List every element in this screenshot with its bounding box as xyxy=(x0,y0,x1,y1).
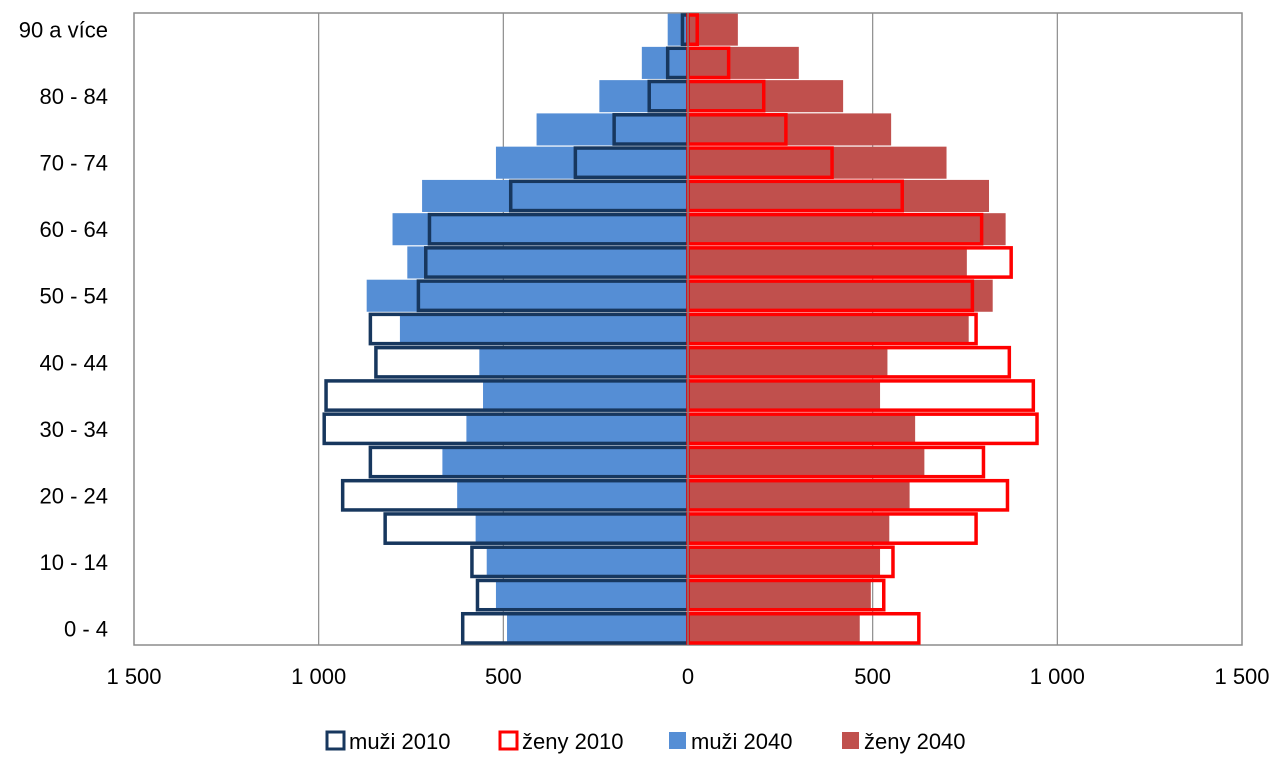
bar-muzi-2040-16 xyxy=(599,80,688,113)
bar-muzi-2040-14 xyxy=(495,146,688,179)
y-tick-label: 30 - 34 xyxy=(40,417,109,442)
y-tick-label: 80 - 84 xyxy=(40,84,109,109)
bar-zeny-2040-0 xyxy=(688,612,860,645)
legend-label: ženy 2010 xyxy=(522,729,624,754)
bar-muzi-2040-9 xyxy=(399,312,688,346)
bar-muzi-2040-2 xyxy=(486,545,688,578)
legend-item: muži 2010 xyxy=(325,729,451,754)
bar-zeny-2040-4 xyxy=(688,479,910,512)
y-tick-label: 50 - 54 xyxy=(40,284,109,309)
bar-muzi-2040-5 xyxy=(442,446,688,479)
legend-item: ženy 2010 xyxy=(498,729,624,754)
legend-swatch xyxy=(669,732,686,749)
bar-zeny-2040-2 xyxy=(688,545,881,578)
x-tick-label: 1 500 xyxy=(106,664,161,689)
y-tick-label: 40 - 44 xyxy=(40,350,109,375)
legend-label: ženy 2040 xyxy=(864,729,966,754)
bar-zeny-2040-1 xyxy=(688,579,871,612)
x-tick-label: 500 xyxy=(485,664,522,689)
y-tick-label: 60 - 64 xyxy=(40,217,109,242)
bar-muzi-2040-10 xyxy=(366,279,688,312)
x-tick-label: 0 xyxy=(682,664,694,689)
bar-muzi-2040-18 xyxy=(667,13,688,46)
bar-zeny-2040-11 xyxy=(688,246,967,279)
x-tick-label: 1 000 xyxy=(291,664,346,689)
bar-muzi-2040-13 xyxy=(422,179,688,212)
bar-muzi-2040-7 xyxy=(483,379,688,412)
bar-muzi-2040-0 xyxy=(507,612,688,645)
legend-item: muži 2040 xyxy=(669,729,793,754)
bar-muzi-2040-8 xyxy=(479,346,688,379)
legend: muži 2010 ženy 2010 muži 2040 ženy 2040 xyxy=(325,729,966,754)
bar-zeny-2040-9 xyxy=(688,312,969,346)
y-tick-label: 20 - 24 xyxy=(40,483,109,508)
bar-zeny-2040-6 xyxy=(688,412,916,445)
bar-muzi-2040-15 xyxy=(536,113,688,146)
legend-label: muži 2010 xyxy=(349,729,451,754)
bar-zeny-2040-10 xyxy=(688,279,993,312)
legend-swatch xyxy=(325,730,346,751)
bar-muzi-2040-4 xyxy=(457,479,688,512)
legend-swatch xyxy=(842,732,859,749)
bar-zeny-2040-16 xyxy=(688,80,844,113)
y-tick-label: 0 - 4 xyxy=(64,616,108,641)
bar-muzi-2040-11 xyxy=(407,246,688,279)
x-axis-labels: 1 500 1 000 500 0 500 1 000 1 500 xyxy=(106,664,1269,689)
bar-zeny-2040-14 xyxy=(688,146,947,179)
bar-muzi-2040-3 xyxy=(475,512,688,545)
bar-zeny-2040-18 xyxy=(688,13,738,46)
x-tick-label: 1 500 xyxy=(1214,664,1269,689)
y-tick-label: 90 a více xyxy=(19,18,108,43)
y-tick-label: 10 - 14 xyxy=(40,550,109,575)
legend-item: ženy 2040 xyxy=(842,729,966,754)
bar-zeny-2040-12 xyxy=(688,213,1006,246)
y-tick-label: 70 - 74 xyxy=(40,151,109,176)
bar-muzi-2040-1 xyxy=(495,579,688,612)
bar-zeny-2040-13 xyxy=(688,179,990,212)
bar-muzi-2040-12 xyxy=(392,213,688,246)
filled-bars-2040 xyxy=(366,13,1006,645)
bar-muzi-2040-6 xyxy=(466,412,688,445)
bar-zeny-2040-5 xyxy=(688,446,925,479)
legend-swatch xyxy=(498,730,519,751)
bar-zeny-2040-7 xyxy=(688,379,881,412)
bar-zeny-2040-17 xyxy=(688,46,799,79)
legend-label: muži 2040 xyxy=(691,729,793,754)
bar-zeny-2040-15 xyxy=(688,113,892,146)
x-tick-label: 1 000 xyxy=(1030,664,1085,689)
bar-zeny-2040-3 xyxy=(688,512,890,545)
bar-zeny-2040-8 xyxy=(688,346,888,379)
x-tick-label: 500 xyxy=(854,664,891,689)
bar-muzi-2040-17 xyxy=(641,46,688,79)
y-axis-labels: 0 - 4 10 - 14 20 - 24 30 - 34 40 - 44 50 - 54… xyxy=(19,18,108,642)
